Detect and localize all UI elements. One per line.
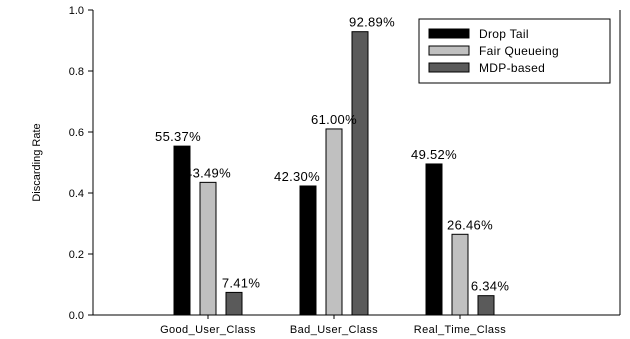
y-tick-label: 0.8 <box>69 66 84 78</box>
x-category-label: Real_Time_Class <box>414 324 506 336</box>
data-label: 49.52% <box>411 147 457 162</box>
y-tick-label: 1.0 <box>69 5 84 17</box>
y-tick-label: 0.0 <box>69 310 84 322</box>
bar <box>325 128 343 316</box>
data-label: 61.00% <box>311 112 357 127</box>
data-label: 92.89% <box>349 15 395 30</box>
bars <box>173 31 495 316</box>
legend-swatch <box>428 62 470 73</box>
y-tick-label: 0.4 <box>69 188 84 200</box>
y-tick-label: 0.2 <box>69 249 84 261</box>
data-label: 7.41% <box>222 275 261 290</box>
legend-label: MDP-based <box>479 61 545 75</box>
bar <box>477 295 495 316</box>
x-category-label: Good_User_Class <box>160 324 256 336</box>
data-labels: 55.37% 43.49% 7.41% 42.30% 61.00% 92.89% 49.52… <box>155 15 509 294</box>
y-axis-title: Discarding Rate <box>31 123 43 201</box>
bar <box>351 31 369 316</box>
data-label: 6.34% <box>471 279 510 294</box>
data-label: 55.37% <box>155 129 201 144</box>
legend-swatch <box>428 45 470 56</box>
legend-label: Drop Tail <box>479 27 529 41</box>
bar <box>425 163 443 316</box>
x-category-label: Bad_User_Class <box>290 324 378 336</box>
data-label: 42.30% <box>274 169 320 184</box>
bar <box>199 181 217 316</box>
axes: 0.0 0.2 0.4 0.6 0.8 1.0 Good_User_Class Bad_Use… <box>69 5 621 336</box>
bar <box>299 185 317 316</box>
y-tick-label: 0.6 <box>69 127 84 139</box>
bar <box>225 291 243 316</box>
legend: Drop Tail Fair Queueing MDP-based <box>418 18 611 84</box>
bar <box>173 145 191 316</box>
data-label: 43.49% <box>185 165 231 180</box>
legend-label: Fair Queueing <box>479 44 559 58</box>
bar <box>451 233 469 316</box>
data-label: 26.46% <box>447 217 493 232</box>
legend-swatch <box>428 28 470 39</box>
